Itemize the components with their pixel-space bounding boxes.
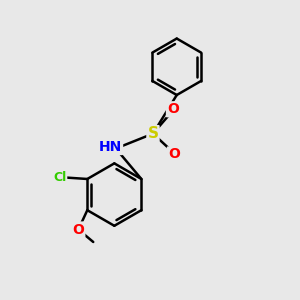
Text: S: S bbox=[148, 126, 158, 141]
Text: O: O bbox=[167, 102, 179, 116]
Text: HN: HN bbox=[99, 140, 122, 154]
Text: O: O bbox=[73, 223, 84, 236]
Text: O: O bbox=[168, 148, 180, 161]
Text: Cl: Cl bbox=[53, 171, 66, 184]
